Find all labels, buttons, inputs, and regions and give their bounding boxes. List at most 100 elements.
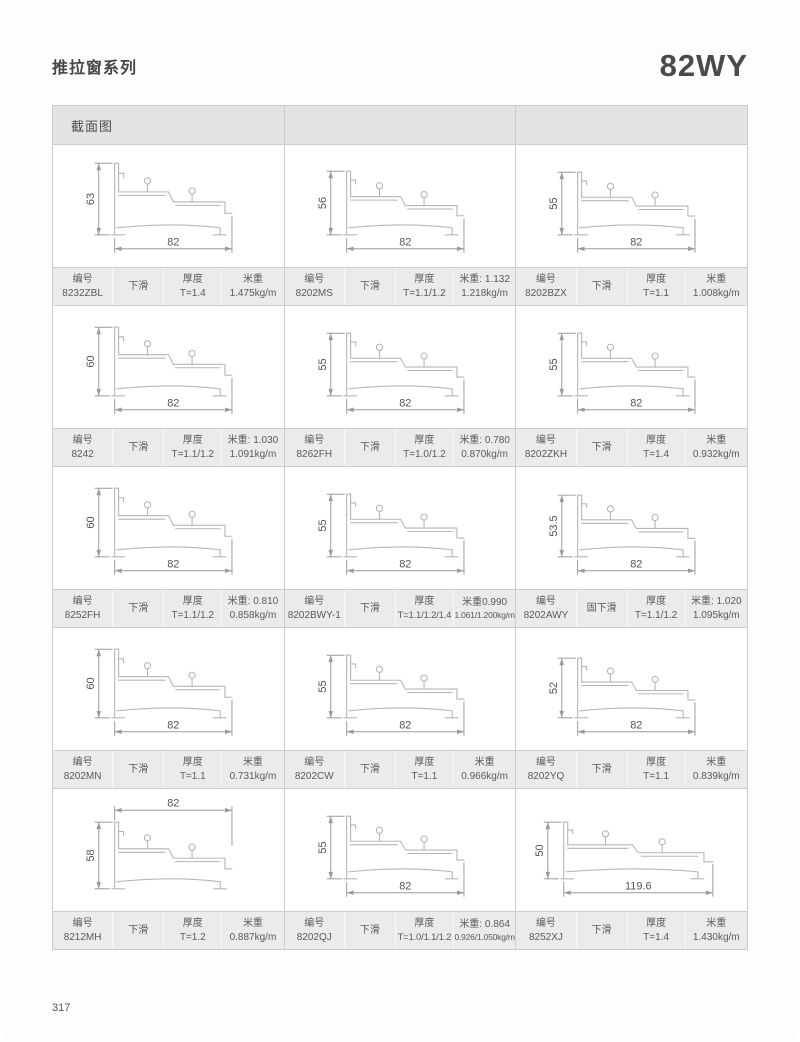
spec-code-text: 编号 [535,273,556,285]
spec-thickness-text: 厚度 [414,595,435,607]
spec-weight: 米重: 0.810 0.858kg/m [221,590,283,627]
profile-cell-8232ZBL: 63 82 编号 8232ZBL 下滑 厚度 T=1.4 米重 1.475kg/m [53,145,284,305]
spec-thickness: 厚度 T=1.1/1.2 [626,590,685,627]
spec-type-text: 下滑 [359,924,380,936]
spec-type: 下滑 [575,912,627,949]
spec-weight-text: 1.218kg/m [461,287,508,299]
spec-type: 下滑 [112,429,163,466]
page-header: 推拉窗系列 82WY [52,44,748,88]
spec-code-text: 8202MS [295,287,333,299]
spec-row: 编号 8252XJ 下滑 厚度 T=1.4 米重 1.430kg/m [516,911,748,949]
spec-code-text: 8202QJ [296,931,332,943]
spec-weight-text: 米重 [706,434,727,446]
spec-thickness-text: 厚度 [414,434,435,446]
spec-thickness: 厚度 T=1.4 [163,268,221,305]
spec-row: 编号 8202MN 下滑 厚度 T=1.1 米重 0.731kg/m [53,750,284,788]
spec-weight-text: 1.008kg/m [692,287,740,299]
spec-thickness-text: T=1.1 [411,770,438,782]
profile-drawing: 60 82 [53,306,284,428]
profile-section-svg: 55 82 [316,332,465,414]
svg-text:56: 56 [316,197,328,209]
spec-code-text: 8202BZX [525,287,567,299]
spec-code: 编号 8202ZKH [516,429,575,466]
svg-text:63: 63 [85,193,97,205]
spec-row: 编号 8202QJ 下滑 厚度 T=1.0/1.1/1.2 米重: 0.864 0.926/… [284,911,516,949]
spec-thickness-text: 厚度 [646,273,667,285]
spec-code: 编号 8202MN [53,751,112,788]
svg-text:82: 82 [399,719,411,731]
profile-drawing: 50 119.6 [516,789,747,911]
table-header-cell [283,106,516,144]
spec-type-text: 下滑 [591,441,612,453]
spec-weight-text: 米重0.990 [462,596,508,608]
profile-cell-8202BWY-1: 55 82 编号 8202BWY-1 下滑 厚度 T=1.1/1.2/1.4 米重0.990 1… [283,467,516,627]
section-table: 截面图 63 82 编号 8232ZBL 下滑 厚度 T=1.4 米重 1.475kg/m 56 8… [52,105,748,950]
spec-row: 编号 8202ZKH 下滑 厚度 T=1.4 米重 0.932kg/m [516,428,748,466]
table-row: 60 82 编号 8252FH 下滑 厚度 T=1.1/1.2 米重: 0.810 0.858k… [53,467,748,628]
spec-weight: 米重 1.430kg/m [684,912,747,949]
spec-weight-text: 米重: 0.810 [227,595,279,607]
spec-thickness-text: 厚度 [182,434,203,446]
spec-code: 编号 8252FH [53,590,112,627]
spec-row: 编号 8202YQ 下滑 厚度 T=1.1 米重 0.839kg/m [516,750,748,788]
spec-weight-text: 米重 [706,273,727,285]
profile-drawing: 55 82 [516,306,747,428]
spec-type: 下滑 [343,429,395,466]
svg-text:82: 82 [399,880,411,892]
svg-text:58: 58 [85,849,97,861]
spec-weight: 米重: 1.030 1.091kg/m [221,429,283,466]
spec-code: 编号 8202QJ [285,912,344,949]
spec-thickness-text: 厚度 [414,756,435,768]
svg-text:55: 55 [316,680,328,692]
spec-type-text: 下滑 [359,763,380,775]
spec-weight-text: 米重 [242,756,263,768]
svg-text:82: 82 [631,236,643,248]
spec-thickness-text: T=1.4 [643,448,670,460]
spec-thickness: 厚度 T=1.0/1.1/1.2 [394,912,453,949]
spec-thickness-text: 厚度 [646,917,667,929]
spec-row: 编号 8202BZX 下滑 厚度 T=1.1 米重 1.008kg/m [516,267,748,305]
spec-weight-text: 米重: 1.030 [227,434,279,446]
series-title: 推拉窗系列 [52,60,138,77]
spec-thickness-text: T=1.4 [643,931,670,943]
spec-thickness-text: T=1.0/1.1/1.2 [397,931,452,943]
spec-code-text: 编号 [304,273,325,285]
spec-code-text: 8202ZKH [524,448,568,460]
spec-thickness-text: 厚度 [646,434,667,446]
svg-text:52: 52 [548,682,560,694]
spec-type: 下滑 [112,912,163,949]
spec-code-text: 编号 [535,756,556,768]
spec-weight: 米重 0.731kg/m [221,751,283,788]
spec-thickness-text: T=1.2 [179,931,206,943]
spec-weight-text: 米重: 1.020 [690,595,742,607]
spec-code: 编号 8262FH [285,429,344,466]
profile-section-svg: 58 82 [85,798,233,890]
spec-weight-text: 米重: 1.132 [459,273,510,285]
svg-text:82: 82 [167,798,179,810]
spec-thickness-text: 厚度 [182,273,203,285]
spec-type-text: 固下滑 [586,602,617,614]
profile-section-svg: 53.5 82 [548,494,696,575]
spec-code: 编号 8202AWY [516,590,575,627]
spec-weight-text: 1.475kg/m [229,287,277,299]
spec-thickness: 厚度 T=1.2 [163,912,221,949]
spec-weight-text: 1.091kg/m [229,448,277,460]
profile-cell-8202MS: 56 82 编号 8202MS 下滑 厚度 T=1.1/1.2 米重: 1.132 1.218k… [283,145,516,305]
spec-code-text: 编号 [72,434,93,446]
profile-cell-8242: 60 82 编号 8242 下滑 厚度 T=1.1/1.2 米重: 1.030 1.091kg/… [53,306,284,466]
svg-text:119.6: 119.6 [625,880,652,892]
svg-text:55: 55 [316,841,328,853]
spec-row: 编号 8242 下滑 厚度 T=1.1/1.2 米重: 1.030 1.091kg/m [53,428,284,466]
svg-text:82: 82 [167,558,179,570]
spec-code: 编号 8232ZBL [53,268,112,305]
spec-weight-text: 米重: 0.864 [459,918,510,930]
svg-text:60: 60 [85,677,97,689]
spec-weight-text: 1.061/1.200kg/m [454,609,515,620]
svg-text:82: 82 [631,558,643,570]
profile-drawing: 55 82 [285,306,516,428]
svg-text:82: 82 [167,236,179,248]
profile-cell-8202QJ: 55 82 编号 8202QJ 下滑 厚度 T=1.0/1.1/1.2 米重: 0.864 0.… [283,789,516,949]
spec-type: 下滑 [575,429,627,466]
spec-code-text: 8262FH [296,448,333,460]
spec-thickness: 厚度 T=1.1 [626,268,685,305]
